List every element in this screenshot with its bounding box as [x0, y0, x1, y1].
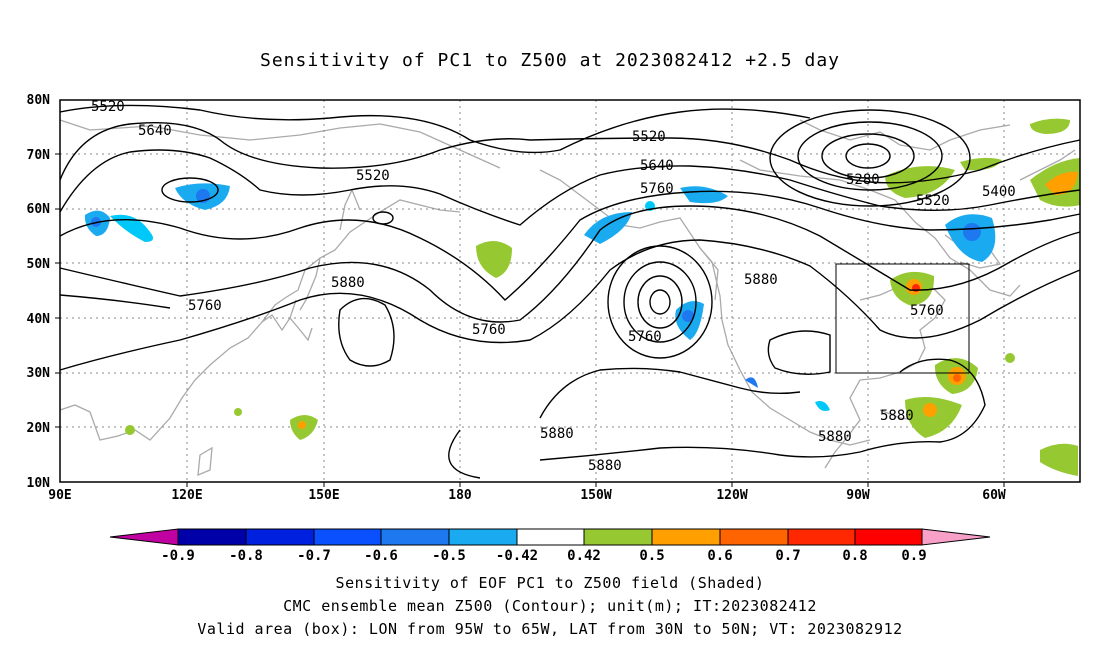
- colorbar-bin: [313, 528, 382, 546]
- contour-label: 5280: [846, 172, 880, 188]
- contour-label: 5880: [818, 429, 852, 445]
- shade-blob: [963, 223, 981, 241]
- contour-label: 5880: [540, 426, 574, 442]
- lat-tick-label: 50N: [27, 257, 51, 272]
- lat-axis: 80N 70N 60N 50N 40N 30N 20N 10N: [27, 93, 51, 491]
- lat-tick-label: 60N: [27, 202, 51, 217]
- contour-label: 5520: [632, 129, 666, 145]
- chart-title: Sensitivity of PC1 to Z500 at 2023082412…: [259, 50, 840, 71]
- contour-label: 5880: [588, 458, 622, 474]
- shade-blob: [1030, 118, 1070, 134]
- lat-tick-label: 40N: [27, 312, 51, 327]
- contour-label: 5760: [188, 298, 222, 314]
- shade-blob: [1045, 171, 1078, 195]
- colorbar-label: -0.6: [364, 548, 398, 564]
- lat-tick-label: 20N: [27, 421, 51, 436]
- shade-blob: [110, 214, 154, 242]
- lon-tick-label: 120W: [716, 488, 747, 503]
- z500-contours: [59, 104, 1081, 479]
- shade-blob: [298, 421, 306, 429]
- colorbar-label: 0.8: [842, 548, 867, 564]
- contour-label: 5760: [628, 329, 662, 345]
- contour-label: 5880: [744, 272, 778, 288]
- colorbar-bin: [854, 528, 923, 546]
- lon-tick-label: 90W: [846, 488, 870, 503]
- colorbar-bin: [516, 528, 585, 546]
- shade-blob: [125, 425, 135, 435]
- shade-blob: [885, 166, 955, 198]
- contour-label: 5880: [880, 408, 914, 424]
- colorbar-bin: [787, 528, 856, 546]
- lon-tick-label: 150W: [580, 488, 611, 503]
- lon-tick-label: 180: [448, 488, 472, 503]
- shade-blob: [815, 401, 830, 411]
- caption-line-2: CMC ensemble mean Z500 (Contour); unit(m…: [283, 597, 817, 615]
- shade-blob: [680, 186, 728, 204]
- contour-label: 5520: [916, 193, 950, 209]
- lon-tick-label: 120E: [171, 488, 202, 503]
- colorbar-label: -0.7: [297, 548, 331, 564]
- colorbar-bin: [448, 528, 518, 546]
- shade-blob: [234, 408, 242, 416]
- contour-label: 5520: [91, 99, 125, 115]
- caption-line-1: Sensitivity of EOF PC1 to Z500 field (Sh…: [335, 574, 765, 592]
- colorbar-bin: [177, 528, 247, 546]
- colorbar-label: 0.42: [567, 548, 601, 564]
- shade-blob: [953, 374, 961, 382]
- colorbar: [109, 528, 991, 546]
- contour-label: 5640: [138, 123, 172, 139]
- contour-labels: 5520 5640 5520 5760 5880 5760 5880 5520 …: [91, 99, 1016, 474]
- colorbar-label: 0.9: [901, 548, 926, 564]
- colorbar-bin: [651, 528, 721, 546]
- colorbar-label: -0.8: [229, 548, 263, 564]
- map-frame: [59, 99, 1081, 483]
- sensitivity-shading: [84, 118, 1080, 476]
- lon-tick-label: 60W: [982, 488, 1006, 503]
- lon-tick-label: 90E: [48, 488, 71, 503]
- colorbar-bin: [245, 528, 315, 546]
- lat-tick-label: 70N: [27, 148, 51, 163]
- lat-tick-label: 10N: [27, 476, 51, 491]
- shade-blob: [1040, 443, 1078, 476]
- colorbar-bin: [380, 528, 450, 546]
- shade-blob: [905, 396, 962, 438]
- contour-label: 5760: [910, 303, 944, 319]
- caption-line-3: Valid area (box): LON from 95W to 65W, L…: [197, 620, 903, 638]
- colorbar-label: -0.9: [161, 548, 195, 564]
- colorbar-label: -0.5: [432, 548, 466, 564]
- contour-label: 5880: [331, 275, 365, 291]
- sensitivity-map: 5520 5640 5520 5760 5880 5760 5880 5520 …: [27, 93, 1081, 564]
- shade-blob: [476, 240, 512, 278]
- colorbar-bin: [583, 528, 653, 546]
- colorbar-label: -0.42: [496, 548, 538, 564]
- colorbar-label: 0.6: [707, 548, 732, 564]
- lat-tick-label: 80N: [27, 93, 51, 108]
- lat-tick-label: 30N: [27, 366, 51, 381]
- contour-label: 5760: [472, 322, 506, 338]
- colorbar-labels: -0.9 -0.8 -0.7 -0.6 -0.5 -0.42 0.42 0.5 …: [161, 548, 927, 564]
- shade-blob: [682, 310, 694, 322]
- contour-label: 5760: [640, 181, 674, 197]
- shade-blob: [1005, 353, 1015, 363]
- colorbar-bin: [719, 528, 789, 546]
- colorbar-low-arrow: [109, 528, 179, 546]
- shade-blob: [923, 403, 937, 417]
- contour-label: 5640: [640, 158, 674, 174]
- colorbar-high-arrow: [921, 528, 991, 546]
- shade-blob: [745, 377, 758, 388]
- lon-axis: 90E 120E 150E 180 150W 120W 90W 60W: [48, 488, 1006, 503]
- contour-label: 5520: [356, 168, 390, 184]
- colorbar-label: 0.7: [775, 548, 800, 564]
- lon-tick-label: 150E: [308, 488, 339, 503]
- grid-lines: [60, 100, 1080, 482]
- contour-label: 5400: [982, 184, 1016, 200]
- valid-area-box: [835, 263, 970, 374]
- colorbar-label: 0.5: [639, 548, 664, 564]
